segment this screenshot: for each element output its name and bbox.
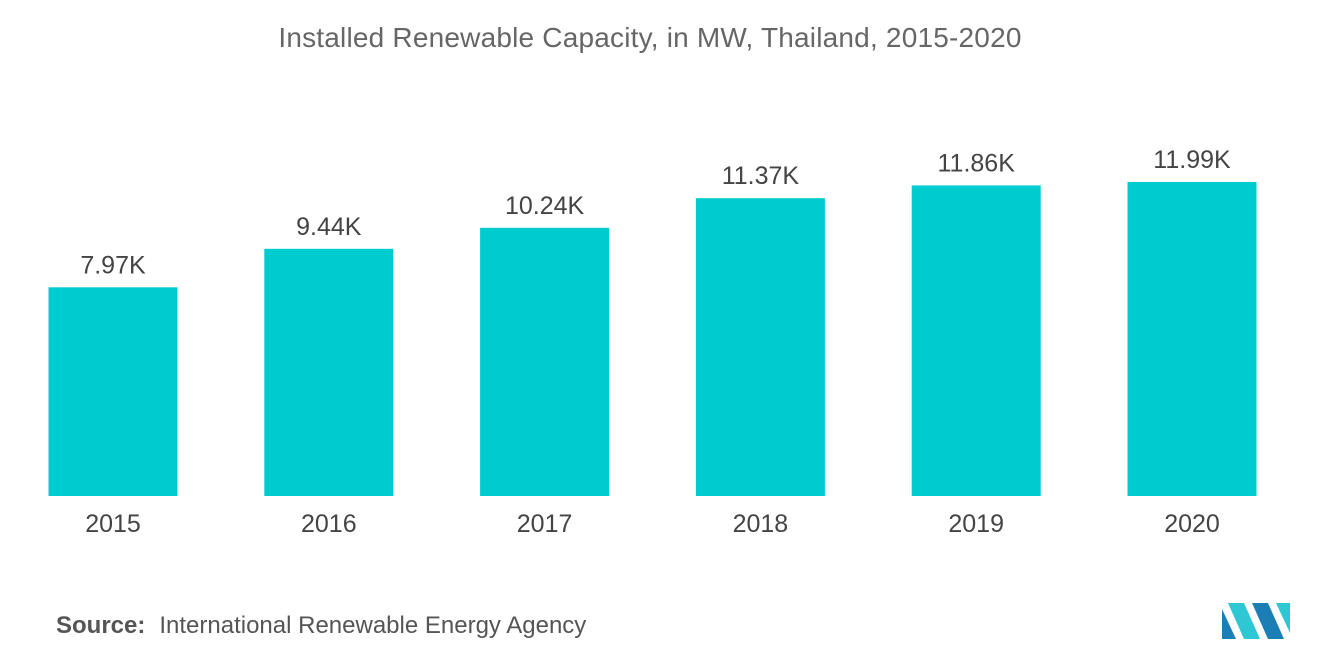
x-tick-label-2020: 2020 xyxy=(1164,510,1220,538)
x-tick-label-2018: 2018 xyxy=(733,510,789,538)
bar-2016 xyxy=(264,248,394,496)
bar-2020 xyxy=(1127,182,1257,496)
source-note: Source: International Renewable Energy Ag… xyxy=(56,612,586,640)
chart-title: Installed Renewable Capacity, in MW, Tha… xyxy=(278,22,1022,53)
bar-2017 xyxy=(480,227,610,497)
value-label-2016: 9.44K xyxy=(296,213,362,241)
value-label-2020: 11.99K xyxy=(1153,146,1231,174)
mordor-intelligence-logo-icon xyxy=(1222,603,1290,639)
x-tick-label-2016: 2016 xyxy=(301,510,357,538)
value-label-2019: 11.86K xyxy=(938,149,1016,177)
value-label-2017: 10.24K xyxy=(505,192,585,220)
x-tick-label-2017: 2017 xyxy=(517,510,573,538)
bar-2018 xyxy=(695,198,825,496)
source-label: Source: xyxy=(56,612,146,639)
value-label-2015: 7.97K xyxy=(80,251,146,279)
value-label-2018: 11.37K xyxy=(722,162,800,190)
bar-chart: 7.97K 2015 9.44K 2016 10.24K 2017 11.37K 2018 11… xyxy=(48,146,1257,538)
x-tick-label-2019: 2019 xyxy=(948,510,1004,538)
x-tick-label-2015: 2015 xyxy=(85,510,141,538)
source-text: International Renewable Energy Agency xyxy=(159,612,587,639)
bar-2019 xyxy=(911,185,1041,496)
bar-2015 xyxy=(48,287,178,496)
